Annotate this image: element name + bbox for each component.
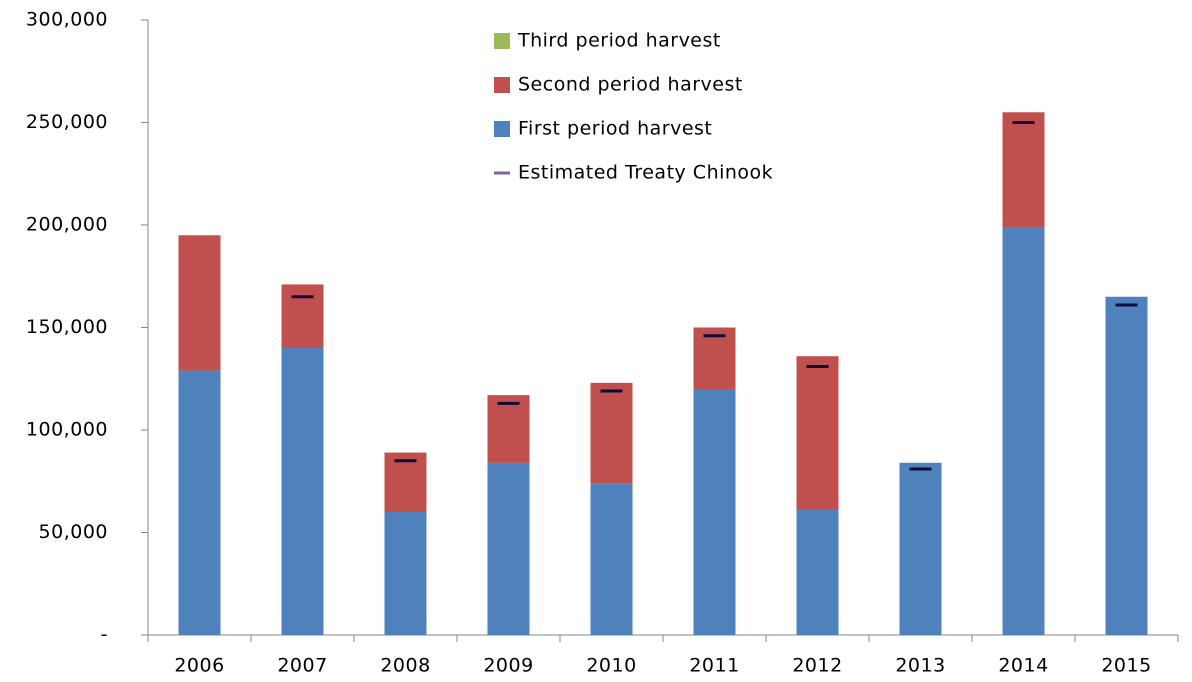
- x-tick-label: 2012: [792, 655, 842, 677]
- x-tick-label: 2006: [174, 655, 224, 677]
- y-tick-label: 300,000: [26, 9, 108, 31]
- bar-segment: [487, 395, 530, 463]
- legend-swatch: [494, 33, 510, 49]
- x-tick-label: 2007: [277, 655, 327, 677]
- y-tick-label: 150,000: [26, 316, 108, 338]
- x-tick-label: 2008: [380, 655, 430, 677]
- legend-label: First period harvest: [518, 118, 712, 140]
- bar-segment: [1105, 296, 1148, 635]
- bar-segment: [693, 389, 736, 635]
- y-tick-label: 100,000: [26, 419, 108, 441]
- legend-swatch: [494, 121, 510, 137]
- bar-segment: [899, 462, 942, 635]
- y-tick-label: 200,000: [26, 214, 108, 236]
- bar-segment: [487, 462, 530, 635]
- bar-segment: [693, 327, 736, 389]
- bar-segment: [1002, 112, 1045, 228]
- x-tick-label: 2010: [586, 655, 636, 677]
- bar-segment: [384, 452, 427, 512]
- bar-segment: [796, 509, 839, 635]
- legend-label: Second period harvest: [518, 74, 743, 96]
- bar-segment: [796, 356, 839, 510]
- bar-segment: [178, 370, 221, 635]
- legend-label: Third period harvest: [517, 30, 721, 52]
- x-tick-label: 2015: [1101, 655, 1151, 677]
- x-tick-label: 2011: [689, 655, 739, 677]
- x-tick-label: 2014: [998, 655, 1048, 677]
- legend-label: Estimated Treaty Chinook: [518, 162, 773, 184]
- bar-segment: [1002, 227, 1045, 636]
- legend-swatch: [494, 77, 510, 93]
- y-tick-label: -: [101, 624, 108, 646]
- bar-segment: [281, 348, 324, 635]
- x-tick-label: 2009: [483, 655, 533, 677]
- bar-segment: [590, 483, 633, 635]
- bar-segment: [384, 512, 427, 635]
- bar-segment: [590, 382, 633, 484]
- bar-segment: [178, 235, 221, 371]
- x-tick-label: 2013: [895, 655, 945, 677]
- bar-segment: [281, 284, 324, 348]
- y-tick-label: 50,000: [39, 521, 108, 543]
- y-tick-label: 250,000: [26, 111, 108, 133]
